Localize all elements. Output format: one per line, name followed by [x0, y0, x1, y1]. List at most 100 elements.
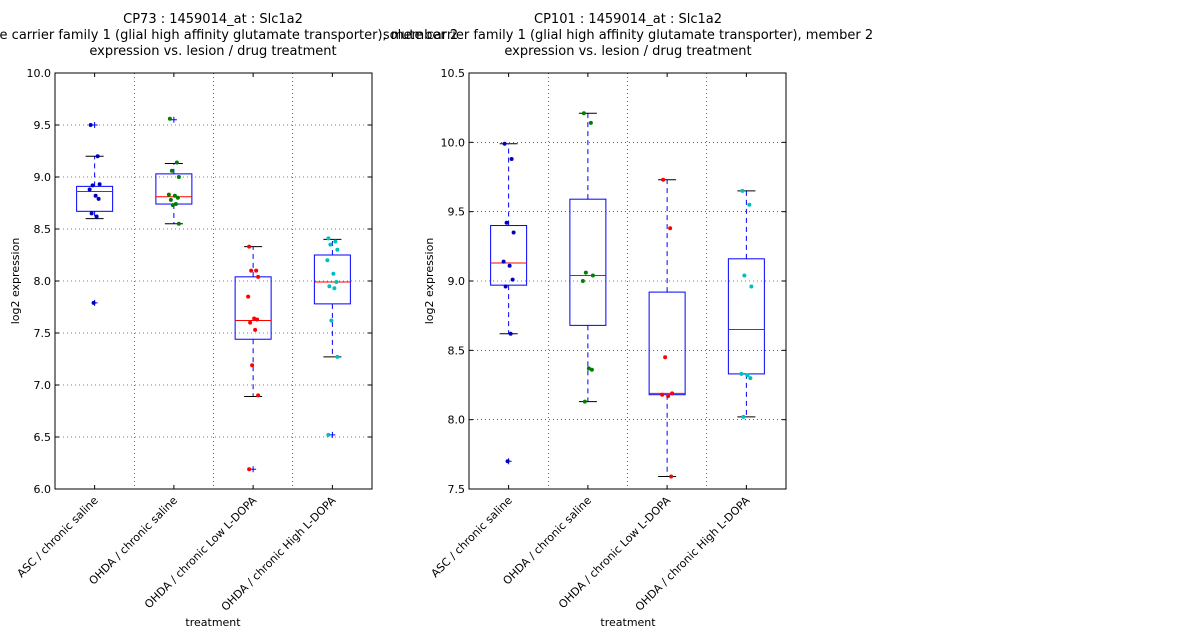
chart-title-line: CP73 : 1459014_at : Slc1a2 — [123, 12, 303, 27]
data-point — [97, 182, 102, 187]
y-tick-label: 7.5 — [448, 483, 466, 496]
data-point — [661, 177, 666, 182]
data-point — [94, 214, 99, 219]
x-axis-label: treatment — [600, 616, 656, 629]
x-axis-label: treatment — [185, 616, 241, 629]
y-tick-label: 10.0 — [441, 136, 466, 149]
data-point — [739, 371, 744, 376]
data-point — [582, 399, 587, 404]
data-point — [246, 294, 251, 299]
data-point — [590, 273, 595, 278]
data-point — [510, 277, 515, 282]
data-point — [327, 284, 332, 289]
data-point — [748, 376, 753, 381]
y-tick-label: 9.5 — [448, 206, 466, 219]
y-tick-label: 10.0 — [27, 67, 52, 80]
data-point — [255, 317, 260, 322]
data-point — [328, 242, 333, 247]
data-point — [335, 354, 340, 359]
data-point — [89, 211, 94, 216]
data-point — [256, 274, 261, 279]
data-point — [96, 196, 101, 201]
data-point — [504, 220, 509, 225]
y-axis-label: log2 expression — [9, 238, 22, 325]
data-point — [502, 141, 507, 146]
box-iqr — [727, 258, 765, 375]
y-tick-label: 8.0 — [448, 414, 466, 427]
data-point — [168, 197, 173, 202]
data-point — [329, 318, 334, 323]
chart-title-line: solute carrier family 1 (glial high affi… — [383, 28, 873, 43]
data-point — [169, 168, 174, 173]
box-iqr — [76, 185, 114, 212]
data-point — [172, 193, 177, 198]
data-point — [508, 331, 513, 336]
y-tick-label: 9.5 — [34, 119, 52, 132]
data-point — [505, 459, 510, 464]
data-point — [166, 192, 171, 197]
data-point — [589, 367, 594, 372]
data-point — [88, 123, 93, 127]
data-point — [253, 327, 258, 332]
data-point — [586, 366, 591, 371]
box-iqr — [234, 276, 272, 340]
data-point — [254, 268, 259, 273]
data-point — [747, 202, 752, 207]
data-point — [256, 393, 261, 398]
data-point — [745, 373, 750, 378]
data-point — [248, 320, 253, 325]
data-point — [332, 286, 337, 291]
data-point — [663, 355, 668, 360]
chart-title-line: CP101 : 1459014_at : Slc1a2 — [534, 12, 722, 27]
x-tick-label: ASC / chronic saline — [15, 494, 101, 580]
data-point — [175, 195, 180, 200]
data-point — [749, 284, 754, 289]
data-point — [509, 156, 514, 161]
box-iqr — [490, 225, 528, 286]
data-point — [170, 203, 175, 208]
data-point — [660, 392, 665, 397]
y-tick-label: 9.0 — [34, 171, 52, 184]
data-point — [176, 175, 181, 179]
data-point — [174, 160, 179, 165]
box-iqr — [648, 291, 686, 396]
data-point — [87, 187, 92, 192]
data-point — [742, 273, 747, 278]
data-point — [333, 239, 338, 244]
y-tick-label: 8.5 — [448, 344, 466, 357]
y-tick-label: 8.5 — [34, 223, 52, 236]
y-axis-label: log2 expression — [423, 238, 436, 325]
data-point — [740, 188, 745, 193]
y-tick-label: 6.0 — [34, 483, 52, 496]
data-point — [176, 221, 181, 226]
chart-title-line: expression vs. lesion / drug treatment — [504, 44, 751, 59]
box-iqr — [155, 173, 193, 205]
x-tick-label: OHDA / chronic saline — [500, 494, 594, 588]
y-tick-label: 6.5 — [34, 431, 52, 444]
data-point — [250, 363, 255, 368]
data-point — [249, 268, 254, 273]
data-point — [741, 414, 746, 419]
data-point — [668, 226, 673, 231]
y-tick-label: 10.5 — [441, 67, 466, 80]
data-point — [173, 202, 178, 207]
data-point — [670, 391, 675, 396]
data-point — [669, 474, 674, 479]
data-point — [501, 259, 506, 264]
data-point — [666, 394, 671, 399]
box-iqr — [313, 254, 351, 305]
x-tick-label: OHDA / chronic saline — [86, 494, 180, 588]
data-point — [252, 316, 257, 321]
data-point — [90, 183, 95, 188]
outlier-marker — [170, 116, 177, 123]
chart-title-line: expression vs. lesion / drug treatment — [89, 44, 336, 59]
data-point — [326, 432, 331, 437]
y-tick-label: 7.5 — [34, 327, 52, 340]
data-point — [93, 193, 98, 198]
data-point — [580, 279, 585, 283]
data-point — [511, 230, 516, 235]
box-iqr — [569, 198, 607, 326]
